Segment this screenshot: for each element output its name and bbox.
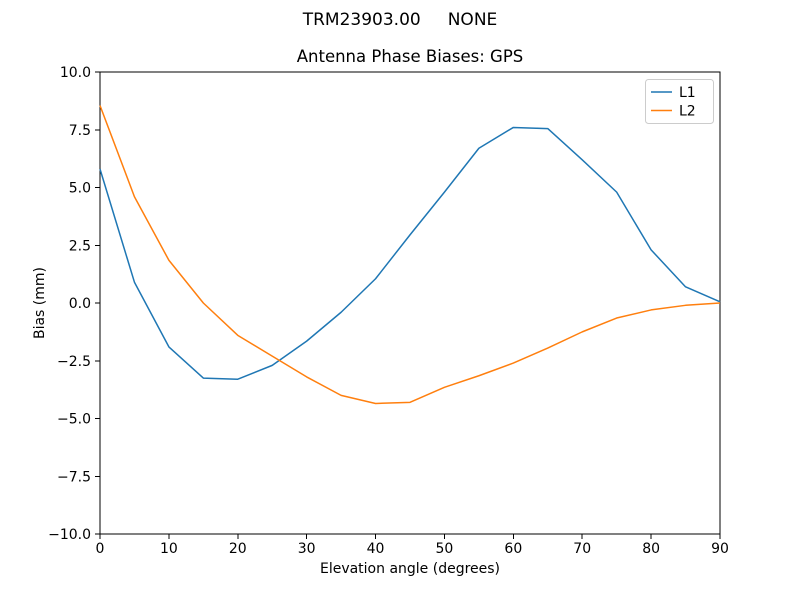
y-tick-label: 5.0 <box>69 181 91 197</box>
x-tick-label: 80 <box>642 541 660 557</box>
x-tick-label: 10 <box>160 541 178 557</box>
x-axis-label: Elevation angle (degrees) <box>319 561 501 577</box>
y-tick-label: −5.0 <box>57 412 91 428</box>
y-tick-label: 10.0 <box>60 65 91 81</box>
y-tick-label: 7.5 <box>69 123 91 139</box>
chart-title: Antenna Phase Biases: GPS <box>296 47 524 66</box>
legend-label-l1: L1 <box>679 85 696 101</box>
x-tick-label: 70 <box>573 541 591 557</box>
y-tick-label: −7.5 <box>57 469 91 485</box>
plot-frame <box>99 71 721 535</box>
x-tick-label: 50 <box>436 541 454 557</box>
legend-label-l2: L2 <box>679 104 696 120</box>
l2-line <box>99 105 721 405</box>
x-tick-label: 0 <box>96 541 105 557</box>
legend <box>645 79 714 124</box>
x-tick-label: 30 <box>298 541 316 557</box>
y-tick-label: −2.5 <box>57 354 91 370</box>
x-tick-label: 90 <box>711 541 729 557</box>
x-tick-label: 60 <box>504 541 522 557</box>
y-tick-label: −10.0 <box>48 527 91 543</box>
y-tick-label: 2.5 <box>69 238 91 254</box>
l1-line <box>99 126 721 380</box>
figure-suptitle: TRM23903.00 NONE <box>302 10 498 30</box>
y-tick-label: 0.0 <box>69 296 91 312</box>
x-tick-label: 40 <box>367 541 385 557</box>
x-tick-label: 20 <box>229 541 247 557</box>
